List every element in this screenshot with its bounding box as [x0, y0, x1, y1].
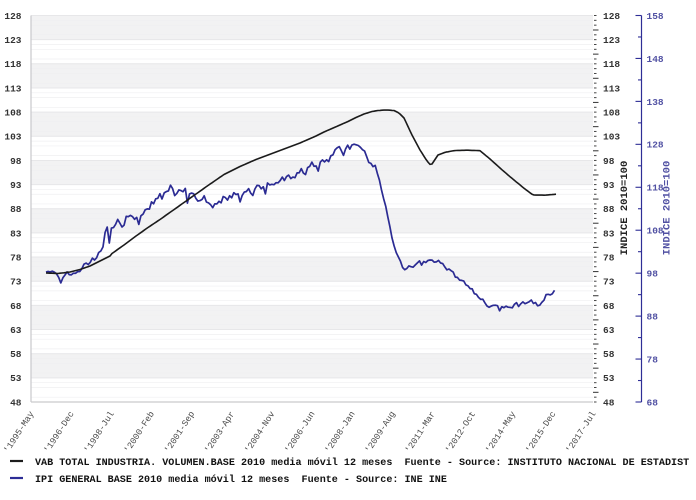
svg-text:48: 48 — [603, 397, 615, 408]
svg-text:118: 118 — [4, 59, 21, 70]
svg-text:IPI GENERAL BASE 2010 media mó: IPI GENERAL BASE 2010 media móvil 12 mes… — [35, 474, 447, 486]
svg-text:INDICE 2010=100: INDICE 2010=100 — [662, 161, 674, 256]
svg-text:103: 103 — [603, 132, 620, 143]
svg-text:98: 98 — [603, 156, 615, 167]
svg-text:93: 93 — [603, 180, 615, 191]
svg-text:53: 53 — [10, 373, 22, 384]
svg-text:78: 78 — [10, 252, 22, 263]
svg-text:108: 108 — [647, 226, 664, 237]
svg-text:118: 118 — [647, 183, 664, 194]
svg-text:48: 48 — [10, 397, 22, 408]
svg-text:83: 83 — [603, 228, 615, 239]
svg-text:113: 113 — [4, 83, 21, 94]
svg-text:INDICE 2010=100: INDICE 2010=100 — [619, 161, 631, 256]
svg-text:128: 128 — [4, 11, 21, 22]
svg-text:68: 68 — [647, 397, 659, 408]
svg-text:93: 93 — [10, 180, 22, 191]
svg-text:108: 108 — [603, 108, 620, 119]
svg-text:78: 78 — [603, 252, 615, 263]
svg-text:68: 68 — [10, 301, 22, 312]
svg-text:63: 63 — [603, 325, 615, 336]
svg-text:123: 123 — [603, 35, 620, 46]
svg-text:103: 103 — [4, 132, 21, 143]
svg-text:98: 98 — [647, 269, 659, 280]
svg-text:108: 108 — [4, 108, 21, 119]
svg-text:63: 63 — [10, 325, 22, 336]
svg-text:58: 58 — [603, 349, 615, 360]
svg-text:88: 88 — [647, 312, 659, 323]
svg-text:128: 128 — [603, 11, 620, 22]
svg-text:138: 138 — [647, 97, 664, 108]
svg-text:88: 88 — [603, 204, 615, 215]
svg-text:58: 58 — [10, 349, 22, 360]
svg-text:123: 123 — [4, 35, 21, 46]
svg-text:98: 98 — [10, 156, 22, 167]
svg-text:VAB TOTAL INDUSTRIA. VOLUMEN.B: VAB TOTAL INDUSTRIA. VOLUMEN.BASE 2010 m… — [35, 457, 689, 469]
svg-text:118: 118 — [603, 59, 620, 70]
svg-text:128: 128 — [647, 140, 664, 151]
svg-text:53: 53 — [603, 373, 615, 384]
svg-text:73: 73 — [10, 277, 22, 288]
svg-text:158: 158 — [647, 11, 664, 22]
svg-text:88: 88 — [10, 204, 22, 215]
svg-text:68: 68 — [603, 301, 615, 312]
svg-text:73: 73 — [603, 277, 615, 288]
svg-text:113: 113 — [603, 83, 620, 94]
svg-text:83: 83 — [10, 228, 22, 239]
svg-text:148: 148 — [647, 54, 664, 65]
svg-text:78: 78 — [647, 354, 659, 365]
